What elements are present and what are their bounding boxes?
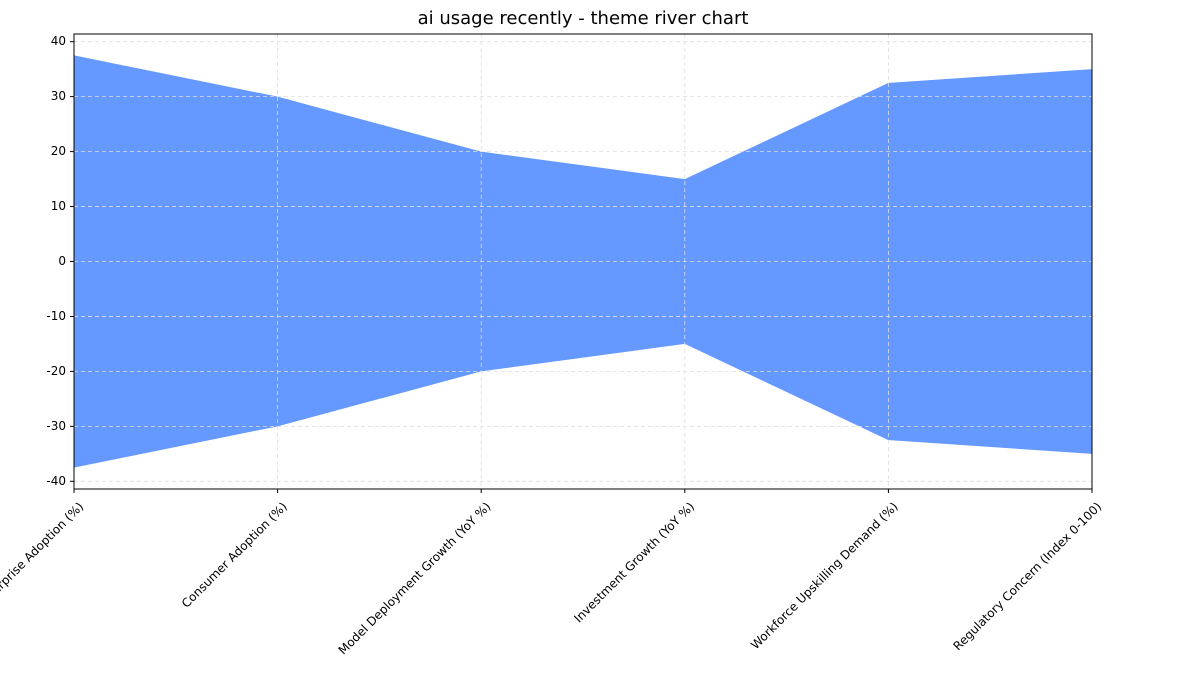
y-tick-label: 0 xyxy=(58,254,66,268)
x-tick-label: Investment Growth (YoY %) xyxy=(571,499,697,625)
x-tick-label: Regulatory Concern (Index 0-100) xyxy=(951,499,1105,653)
x-tick-label: Model Deployment Growth (YoY %) xyxy=(336,499,494,657)
stream-area xyxy=(74,55,1092,468)
y-tick-label: 20 xyxy=(51,144,66,158)
y-tick-label: 10 xyxy=(51,199,66,213)
y-tick-label: -10 xyxy=(46,309,66,323)
chart-title: ai usage recently - theme river chart xyxy=(418,8,749,29)
plot-frame xyxy=(73,33,1093,490)
x-tick-label: Enterprise Adoption (%) xyxy=(0,499,86,611)
y-tick-label: 30 xyxy=(51,89,66,103)
x-tick-label: Workforce Upskilling Demand (%) xyxy=(748,499,901,652)
y-tick-label: -20 xyxy=(46,364,66,378)
y-tick-label: 40 xyxy=(51,34,66,48)
y-tick-label: -30 xyxy=(46,419,66,433)
y-tick-label: -40 xyxy=(46,474,66,488)
x-tick-label: Consumer Adoption (%) xyxy=(179,499,290,610)
